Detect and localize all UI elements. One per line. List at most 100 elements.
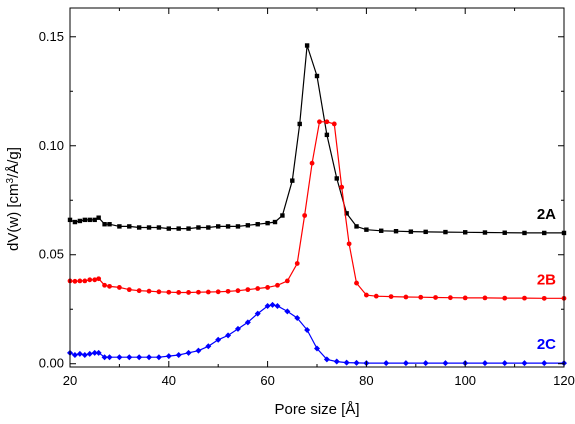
data-point-2A <box>423 229 428 235</box>
series-layer: 2A 2B 2C <box>67 43 567 367</box>
data-point-2B <box>373 293 379 299</box>
data-point-2C <box>146 354 153 361</box>
data-point-2B <box>309 160 315 166</box>
data-point-2B <box>339 184 345 190</box>
series-label-2C: 2C <box>537 336 556 353</box>
data-point-2C <box>91 349 98 356</box>
series-2B: 2B <box>67 119 567 301</box>
data-point-2C <box>402 360 409 367</box>
data-point-2B <box>364 292 369 298</box>
data-point-2B <box>245 287 251 293</box>
data-point-2A <box>216 224 221 229</box>
data-point-2A <box>127 224 132 229</box>
data-point-2C <box>155 354 162 361</box>
data-point-2A <box>314 73 320 79</box>
data-point-2C <box>225 332 232 339</box>
x-axis-title: Pore size [Å] <box>274 401 359 418</box>
data-point-2A <box>96 215 101 220</box>
data-point-2A <box>225 224 231 229</box>
data-point-2C <box>304 326 311 333</box>
data-point-2A <box>408 229 414 234</box>
series-line-2A <box>69 45 564 234</box>
data-point-2A <box>206 225 211 230</box>
data-point-2B <box>275 282 280 288</box>
data-point-2B <box>235 288 241 294</box>
data-point-2B <box>156 289 162 295</box>
data-point-2B <box>388 294 394 299</box>
data-point-2A <box>146 225 152 230</box>
data-point-2A <box>87 217 92 223</box>
data-point-2C <box>254 310 261 317</box>
data-point-2C <box>244 319 251 326</box>
data-point-2B <box>403 294 409 300</box>
data-point-2A <box>482 230 488 235</box>
x-tick-label: 20 <box>63 373 77 388</box>
data-point-2A <box>364 227 369 232</box>
data-point-2B <box>462 295 468 301</box>
data-point-2B <box>196 289 201 295</box>
data-point-2A <box>136 225 142 230</box>
data-point-2B <box>265 285 270 290</box>
data-point-2B <box>324 119 330 125</box>
data-point-2C <box>501 360 508 367</box>
data-point-2A <box>235 224 241 229</box>
data-point-2C <box>71 352 78 359</box>
data-point-2A <box>379 228 384 233</box>
y-axis-title-tail: /Å/g] <box>5 147 22 178</box>
data-point-2C <box>215 336 222 343</box>
data-point-2A <box>82 217 88 223</box>
data-point-2A <box>354 224 359 229</box>
data-point-2B <box>102 282 107 288</box>
series-2C: 2C <box>67 301 567 367</box>
data-point-2C <box>185 349 192 356</box>
data-point-2C <box>521 360 528 367</box>
series-label-2A: 2A <box>537 206 556 223</box>
data-point-2B <box>541 295 547 301</box>
data-point-2B <box>107 283 112 289</box>
x-tick-label: 100 <box>454 373 476 388</box>
x-tick-label: 40 <box>162 373 176 388</box>
data-point-2B <box>215 289 221 295</box>
data-point-2A <box>272 219 278 225</box>
data-point-2B <box>117 285 122 290</box>
data-point-2A <box>77 218 83 224</box>
data-point-2A <box>117 224 122 229</box>
data-point-2A <box>463 230 468 235</box>
data-point-2B <box>176 290 182 295</box>
data-point-2A <box>156 225 162 230</box>
data-point-2C <box>234 325 241 332</box>
data-point-2B <box>302 213 308 218</box>
data-point-2A <box>443 229 448 235</box>
data-point-2C <box>264 302 271 309</box>
x-tick-label: 60 <box>260 373 274 388</box>
data-point-2B <box>317 119 322 125</box>
data-point-2C <box>126 354 133 361</box>
data-point-2A <box>304 43 310 48</box>
data-point-2C <box>274 302 281 309</box>
data-point-2A <box>324 132 330 138</box>
data-point-2C <box>95 349 102 356</box>
data-point-2C <box>165 353 172 360</box>
data-point-2C <box>76 350 83 357</box>
data-point-2C <box>353 359 360 366</box>
data-point-2B <box>136 288 142 294</box>
data-point-2A <box>166 226 171 231</box>
data-point-2C <box>422 360 429 367</box>
data-point-2A <box>72 219 78 225</box>
data-point-2B <box>354 280 359 286</box>
y-tick-label: 0.15 <box>39 29 64 44</box>
data-point-2B <box>346 241 352 247</box>
data-point-2B <box>225 288 231 294</box>
data-point-2B <box>205 289 211 295</box>
data-point-2A <box>255 222 260 227</box>
x-tick-label: 80 <box>359 373 373 388</box>
data-point-2C <box>481 360 488 367</box>
data-point-2B <box>146 288 152 294</box>
data-point-2C <box>205 343 212 350</box>
data-point-2B <box>294 261 300 266</box>
y-axis-title-superscript: 3 <box>5 177 16 183</box>
data-point-2A <box>334 176 339 181</box>
data-point-2C <box>294 314 301 321</box>
data-point-2A <box>280 213 285 218</box>
data-point-2B <box>522 295 527 301</box>
